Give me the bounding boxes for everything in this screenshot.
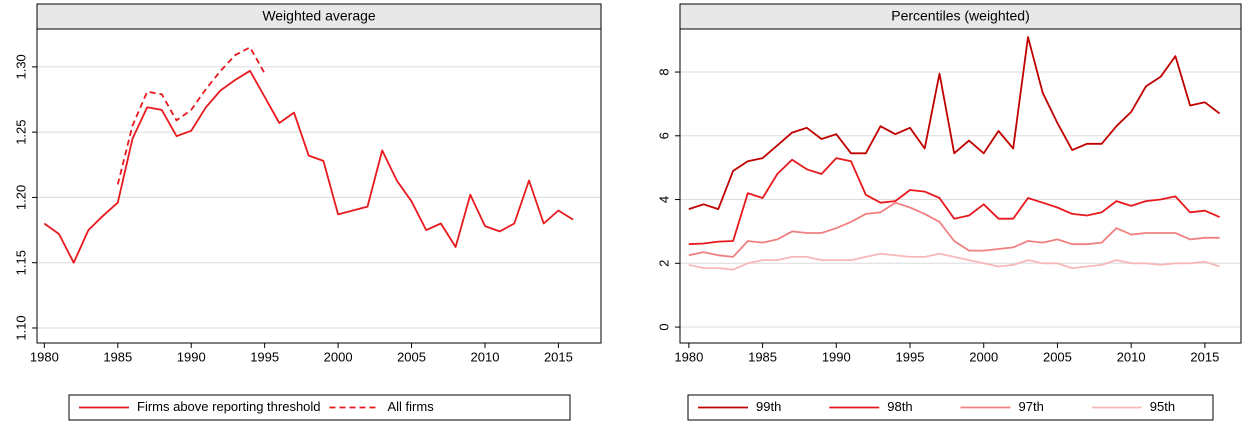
x-tick-label: 2005	[397, 349, 426, 364]
data-line	[116, 46, 266, 185]
plot-frame	[36, 28, 602, 344]
legend-label: 99th	[756, 399, 781, 414]
x-tick-label: 1980	[674, 349, 703, 364]
legend-label: Firms above reporting threshold	[137, 399, 321, 414]
x-tick-label: 2015	[1190, 349, 1219, 364]
x-tick-label: 1980	[30, 349, 59, 364]
y-tick-label: 4	[656, 196, 671, 203]
x-tick-label: 1990	[822, 349, 851, 364]
y-tick-label: 1.30	[13, 54, 28, 79]
y-tick-label: 1.20	[13, 185, 28, 210]
x-tick-label: 1985	[748, 349, 777, 364]
panel-title: Weighted average	[262, 8, 376, 24]
x-tick-label: 2000	[324, 349, 353, 364]
y-tick-label: 2	[656, 260, 671, 267]
legend-label: 95th	[1150, 399, 1175, 414]
plot-frame	[679, 28, 1242, 344]
y-tick-label: 1.25	[13, 119, 28, 144]
x-tick-label: 1990	[177, 349, 206, 364]
data-line	[688, 252, 1220, 271]
x-tick-label: 1985	[103, 349, 132, 364]
panel-header	[679, 3, 1242, 30]
x-tick-label: 1995	[896, 349, 925, 364]
y-tick-label: 0	[656, 323, 671, 330]
y-tick-label: 6	[656, 132, 671, 139]
data-line	[43, 69, 574, 264]
legend-label: 97th	[1019, 399, 1044, 414]
legend-label: 98th	[887, 399, 912, 414]
data-line	[688, 36, 1221, 210]
data-line	[688, 157, 1220, 246]
panel-title: Percentiles (weighted)	[891, 8, 1030, 24]
x-tick-label: 2005	[1043, 349, 1072, 364]
panel-header	[36, 3, 602, 30]
x-tick-label: 2010	[471, 349, 500, 364]
data-line	[688, 201, 1220, 258]
y-tick-label: 1.10	[13, 315, 28, 340]
x-tick-label: 2015	[544, 349, 573, 364]
x-tick-label: 2010	[1117, 349, 1146, 364]
x-tick-label: 1995	[250, 349, 279, 364]
y-tick-label: 8	[656, 68, 671, 75]
legend-box	[68, 394, 571, 421]
legend-label: All firms	[388, 399, 435, 414]
x-tick-label: 2000	[969, 349, 998, 364]
y-tick-label: 1.15	[13, 250, 28, 275]
